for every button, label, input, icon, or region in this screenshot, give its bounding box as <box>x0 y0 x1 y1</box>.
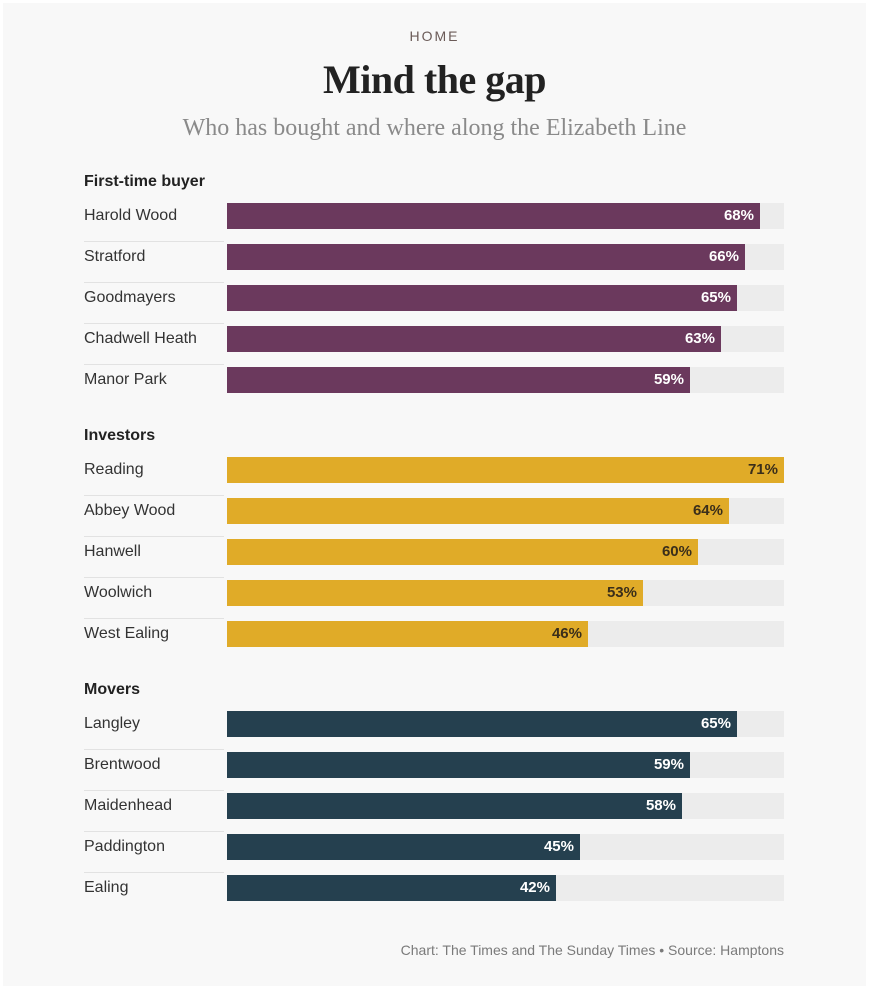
bar-row: Abbey Wood 64% <box>84 496 784 537</box>
category-label: Harold Wood <box>84 207 178 224</box>
bar: 68% <box>227 203 760 229</box>
bar: 42% <box>227 875 556 901</box>
row-divider <box>84 241 224 242</box>
category-label: Maidenhead <box>84 797 173 814</box>
bar-row: Hanwell 60% <box>84 537 784 578</box>
bar-value-label: 68% <box>723 207 754 224</box>
row-divider <box>84 282 224 283</box>
bar-row: Reading 71% <box>84 455 784 496</box>
category-label: Reading <box>84 461 144 478</box>
bar-track: 68% <box>227 203 784 229</box>
category-label: Abbey Wood <box>84 502 176 519</box>
category-label: Manor Park <box>84 371 167 388</box>
bar-track: 64% <box>227 498 784 524</box>
bar: 60% <box>227 539 698 565</box>
chart-card <box>3 3 866 986</box>
section-label: HOME <box>409 28 460 44</box>
bar-value-label: 45% <box>543 838 574 855</box>
category-label: Brentwood <box>84 756 161 773</box>
category-label: Chadwell Heath <box>84 330 197 347</box>
bar-value-label: 42% <box>519 879 550 896</box>
chart-subtitle: Who has bought and where along the Eliza… <box>182 115 687 141</box>
bar: 46% <box>227 621 588 647</box>
row-divider <box>84 323 224 324</box>
bar: 66% <box>227 244 745 270</box>
bar-track: 59% <box>227 752 784 778</box>
bar-row: Ealing 42% <box>84 873 784 914</box>
category-label: West Ealing <box>84 625 170 642</box>
bar-row: Harold Wood 68% <box>84 201 784 242</box>
chart-source-credit: Chart: The Times and The Sunday Times • … <box>400 942 784 958</box>
bar-row: Manor Park 59% <box>84 365 784 406</box>
category-label: Stratford <box>84 248 146 265</box>
group-title-movers: Movers <box>84 681 141 698</box>
category-label: Paddington <box>84 838 165 855</box>
category-label: Woolwich <box>84 584 153 601</box>
bar-value-label: 66% <box>708 248 739 265</box>
bar: 64% <box>227 498 729 524</box>
row-divider <box>84 536 224 537</box>
row-divider <box>84 577 224 578</box>
bar-row: Chadwell Heath 63% <box>84 324 784 365</box>
bar-value-label: 65% <box>700 715 731 732</box>
bar-track: 53% <box>227 580 784 606</box>
bar: 58% <box>227 793 682 819</box>
group-title-investors: Investors <box>84 427 156 444</box>
row-divider <box>84 495 224 496</box>
bar-track: 71% <box>227 457 784 483</box>
bar-track: 65% <box>227 285 784 311</box>
bar: 59% <box>227 367 690 393</box>
bar-value-label: 64% <box>692 502 723 519</box>
bar-row: Brentwood 59% <box>84 750 784 791</box>
bar-track: 58% <box>227 793 784 819</box>
category-label: Goodmayers <box>84 289 176 306</box>
bar: 71% <box>227 457 784 483</box>
bar-track: 59% <box>227 367 784 393</box>
bar-value-label: 46% <box>551 625 582 642</box>
bar-value-label: 59% <box>653 756 684 773</box>
bar: 65% <box>227 285 737 311</box>
bar-value-label: 59% <box>653 371 684 388</box>
bar: 59% <box>227 752 690 778</box>
bar-row: Goodmayers 65% <box>84 283 784 324</box>
bar-row: Stratford 66% <box>84 242 784 283</box>
bar-value-label: 53% <box>606 584 637 601</box>
bar-track: 65% <box>227 711 784 737</box>
bar-track: 42% <box>227 875 784 901</box>
bar-value-label: 63% <box>684 330 715 347</box>
bar: 45% <box>227 834 580 860</box>
bar: 53% <box>227 580 643 606</box>
bar-track: 63% <box>227 326 784 352</box>
bar-value-label: 60% <box>661 543 692 560</box>
category-label: Langley <box>84 715 141 732</box>
chart-title: Mind the gap <box>323 57 546 102</box>
bar-row: Langley 65% <box>84 709 784 750</box>
row-divider <box>84 872 224 873</box>
bar-row: Maidenhead 58% <box>84 791 784 832</box>
bar-value-label: 71% <box>747 461 778 478</box>
bar-track: 45% <box>227 834 784 860</box>
row-divider <box>84 618 224 619</box>
row-divider <box>84 831 224 832</box>
category-label: Ealing <box>84 879 129 896</box>
bar: 63% <box>227 326 721 352</box>
row-divider <box>84 749 224 750</box>
row-divider <box>84 790 224 791</box>
bar-value-label: 65% <box>700 289 731 306</box>
bar-track: 60% <box>227 539 784 565</box>
bar: 65% <box>227 711 737 737</box>
bar-row: Woolwich 53% <box>84 578 784 619</box>
bar-row: West Ealing 46% <box>84 619 784 660</box>
row-divider <box>84 364 224 365</box>
bar-value-label: 58% <box>645 797 676 814</box>
bar-track: 46% <box>227 621 784 647</box>
bar-row: Paddington 45% <box>84 832 784 873</box>
bar-track: 66% <box>227 244 784 270</box>
category-label: Hanwell <box>84 543 141 560</box>
group-title-first-time-buyer: First-time buyer <box>84 173 205 190</box>
